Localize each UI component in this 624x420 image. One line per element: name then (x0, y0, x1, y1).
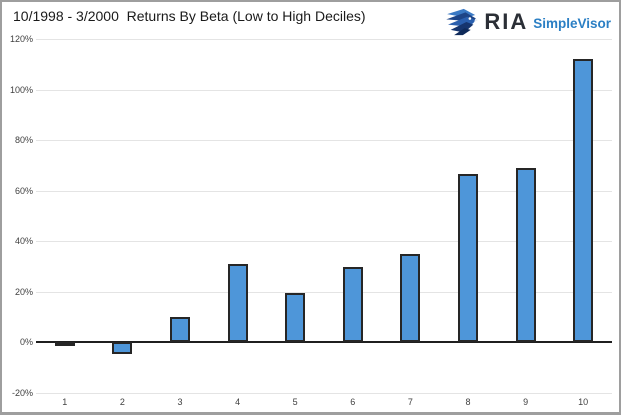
x-tick-label: 7 (407, 397, 413, 407)
bar-decile-4 (227, 264, 248, 343)
chart-title: 10/1998 - 3/2000 Returns By Beta (Low to… (13, 8, 366, 24)
x-tick-label: 1 (62, 397, 68, 407)
zero-axis-line (36, 341, 612, 344)
gridline (36, 89, 612, 91)
gridline (36, 393, 612, 394)
y-tick-label: 80% (14, 135, 33, 146)
bar-decile-6 (342, 266, 363, 343)
plot-area (36, 39, 612, 394)
gridline (36, 291, 612, 293)
eagle-icon (446, 8, 479, 36)
y-axis-labels: 120% 100% 80% 60% 40% 20% 0% -20% (4, 34, 33, 398)
x-tick-label: 4 (235, 397, 241, 407)
y-tick-label: 20% (14, 286, 33, 297)
x-tick-label: 2 (119, 397, 125, 407)
bar-decile-8 (458, 174, 478, 343)
y-tick-label: 60% (14, 185, 33, 196)
x-tick-label: 5 (292, 397, 298, 407)
bar-decile-2 (112, 342, 133, 355)
gridline (36, 39, 612, 40)
x-tick-label: 8 (465, 397, 471, 407)
simplevisor-logo-text: SimpleVisor (533, 16, 611, 32)
bar-decile-1 (54, 342, 75, 347)
y-tick-label: 100% (9, 84, 33, 95)
gridline (36, 140, 612, 142)
y-tick-label: 40% (14, 236, 33, 247)
x-tick-label: 10 (578, 397, 589, 407)
gridline (36, 241, 612, 243)
x-tick-label: 9 (523, 397, 529, 407)
ria-simplevisor-logo: RIA SimpleVisor (445, 6, 611, 38)
x-tick-label: 6 (350, 397, 356, 407)
y-tick-label: 0% (19, 337, 33, 348)
y-tick-label: 120% (9, 34, 33, 44)
bar-decile-9 (515, 167, 536, 343)
bar-decile-7 (400, 253, 421, 343)
x-tick-label: 3 (177, 397, 183, 407)
bar-decile-3 (170, 317, 190, 343)
x-axis-labels: 1 2 3 4 5 6 7 8 9 10 (36, 396, 612, 408)
ria-logo-text: RIA (484, 9, 529, 34)
bar-decile-5 (285, 293, 306, 343)
gridline (36, 190, 612, 192)
bar-decile-10 (573, 59, 594, 343)
y-tick-label: -20% (11, 388, 33, 398)
